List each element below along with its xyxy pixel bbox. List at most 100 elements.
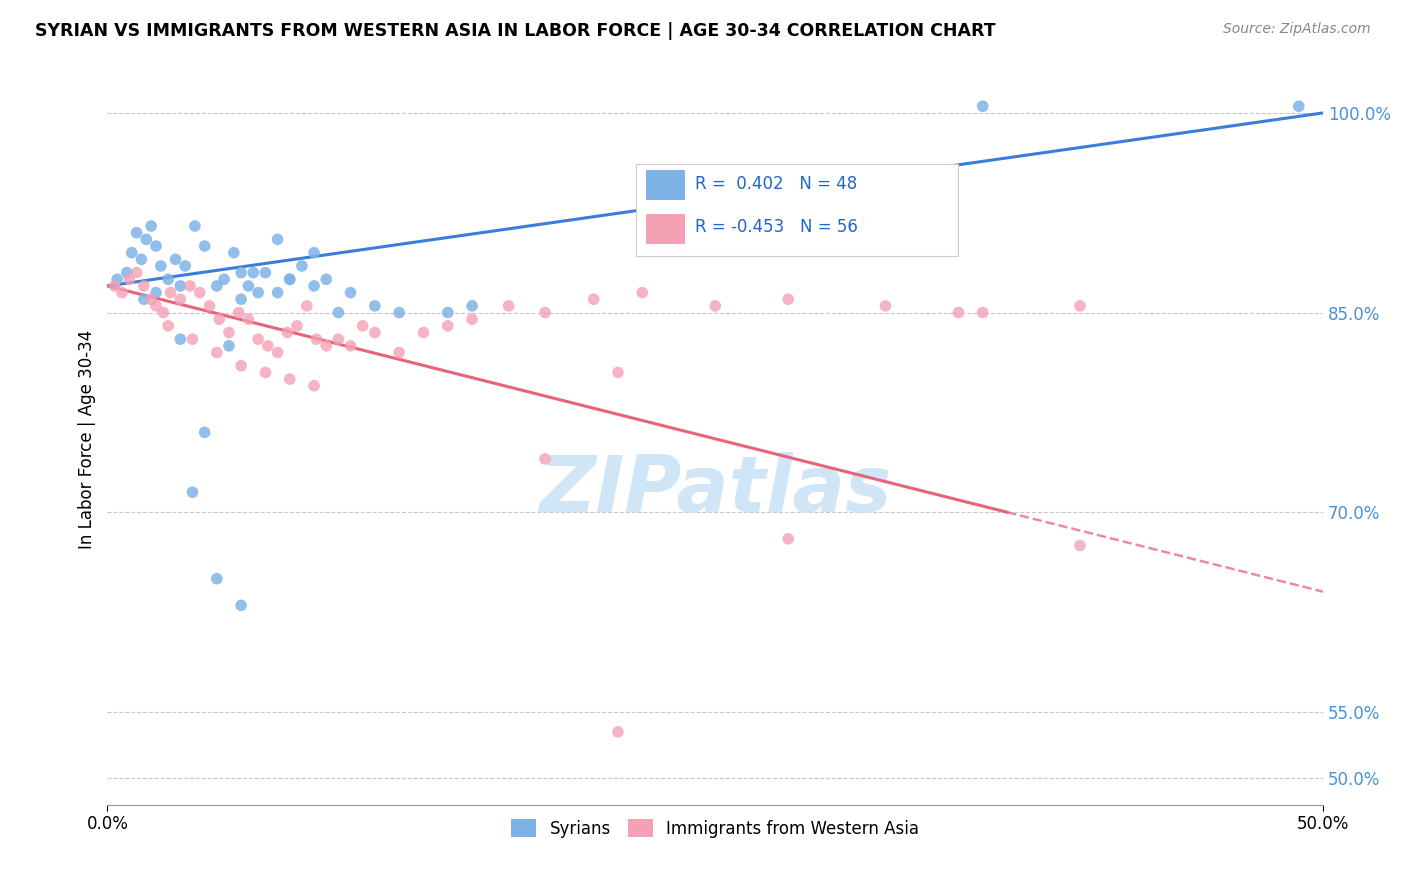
Point: [242, 266, 264, 280]
Point: [302, 279, 325, 293]
Point: [222, 245, 245, 260]
Point: [972, 305, 994, 319]
Point: [1385, 705, 1406, 719]
Point: [291, 259, 314, 273]
Point: [157, 318, 180, 333]
Point: [534, 305, 557, 319]
Point: [778, 292, 800, 306]
Point: [205, 572, 228, 586]
Point: [159, 285, 181, 300]
Point: [111, 285, 134, 300]
Point: [631, 285, 654, 300]
Point: [238, 312, 260, 326]
Point: [229, 266, 252, 280]
Point: [339, 339, 361, 353]
Point: [229, 292, 252, 306]
Point: [218, 339, 240, 353]
FancyBboxPatch shape: [645, 214, 685, 244]
Point: [179, 279, 201, 293]
Point: [188, 285, 211, 300]
Point: [132, 292, 155, 306]
Point: [198, 299, 221, 313]
Point: [364, 326, 387, 340]
Point: [194, 239, 217, 253]
Point: [247, 285, 270, 300]
Point: [194, 425, 217, 440]
Point: [607, 366, 630, 380]
Point: [704, 299, 727, 313]
Point: [1288, 99, 1310, 113]
Point: [972, 99, 994, 113]
Point: [328, 305, 350, 319]
Text: ZIPatlas: ZIPatlas: [538, 452, 891, 528]
Point: [266, 285, 288, 300]
Point: [152, 305, 174, 319]
Point: [875, 299, 897, 313]
Point: [228, 305, 250, 319]
Point: [135, 232, 157, 246]
Point: [254, 266, 277, 280]
Point: [125, 226, 148, 240]
Text: R =  0.402   N = 48: R = 0.402 N = 48: [695, 175, 856, 193]
Point: [436, 318, 458, 333]
Point: [1069, 539, 1091, 553]
Point: [302, 378, 325, 392]
Point: [145, 239, 167, 253]
Point: [169, 332, 191, 346]
FancyBboxPatch shape: [637, 164, 959, 256]
Point: [121, 245, 143, 260]
Point: [461, 312, 484, 326]
Point: [388, 305, 411, 319]
Point: [118, 272, 141, 286]
Point: [315, 272, 337, 286]
Point: [278, 272, 301, 286]
Point: [205, 345, 228, 359]
Point: [218, 326, 240, 340]
Point: [157, 272, 180, 286]
Point: [778, 532, 800, 546]
Point: [131, 252, 153, 267]
Text: SYRIAN VS IMMIGRANTS FROM WESTERN ASIA IN LABOR FORCE | AGE 30-34 CORRELATION CH: SYRIAN VS IMMIGRANTS FROM WESTERN ASIA I…: [35, 22, 995, 40]
Point: [145, 299, 167, 313]
Point: [149, 259, 172, 273]
Point: [247, 332, 270, 346]
Point: [174, 259, 197, 273]
Point: [229, 599, 252, 613]
Point: [498, 299, 520, 313]
Point: [257, 339, 280, 353]
Point: [1069, 299, 1091, 313]
Point: [104, 279, 127, 293]
Point: [364, 299, 387, 313]
Y-axis label: In Labor Force | Age 30-34: In Labor Force | Age 30-34: [79, 329, 96, 549]
Point: [181, 332, 204, 346]
Point: [125, 266, 148, 280]
Point: [266, 232, 288, 246]
Point: [305, 332, 328, 346]
Point: [302, 245, 325, 260]
Point: [285, 318, 308, 333]
Point: [229, 359, 252, 373]
Point: [184, 219, 207, 233]
Legend: Syrians, Immigrants from Western Asia: Syrians, Immigrants from Western Asia: [505, 813, 925, 844]
Point: [169, 292, 191, 306]
Point: [436, 305, 458, 319]
Point: [141, 292, 163, 306]
Point: [339, 285, 361, 300]
Point: [181, 485, 204, 500]
Point: [105, 272, 128, 286]
Point: [165, 252, 187, 267]
Point: [534, 452, 557, 467]
Point: [948, 305, 970, 319]
Point: [278, 372, 301, 386]
Point: [582, 292, 605, 306]
Point: [254, 366, 277, 380]
Point: [145, 285, 167, 300]
Point: [352, 318, 374, 333]
Point: [132, 279, 155, 293]
Point: [315, 339, 337, 353]
Point: [295, 299, 318, 313]
Point: [461, 299, 484, 313]
Point: [278, 272, 301, 286]
Point: [141, 219, 163, 233]
Point: [212, 272, 235, 286]
